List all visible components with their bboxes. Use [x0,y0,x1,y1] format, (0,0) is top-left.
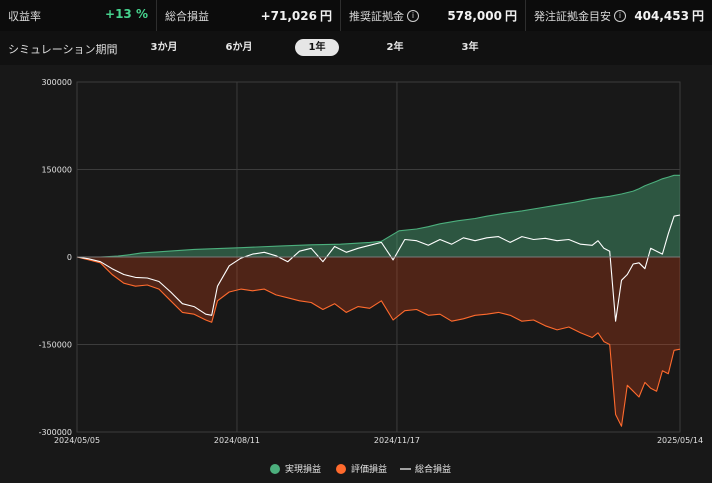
info-icon[interactable]: i [614,10,626,22]
stat-label: 収益率 [8,10,41,23]
series-line-総合損益 [76,214,681,322]
stats-bar: 収益率 +13 % 総合損益 +71,026 円 推奨証拠金 i 578,000 円 … [0,0,712,31]
stat-label: 総合損益 [165,10,209,23]
period-1y-button[interactable]: 1年 [295,39,339,56]
period-6m-button[interactable]: 6か月 [225,42,253,53]
series-area-評価損益 [77,257,680,427]
x-tick-label: 2024/11/17 [374,436,420,445]
stat-value: +13 % [105,7,148,21]
simulation-period-label: シミュレーション期間 [8,43,118,56]
stat-label: 推奨証拠金 i [349,8,419,24]
y-tick-label: 150000 [41,166,72,175]
chart-areas [76,174,681,427]
period-3y-button[interactable]: 3年 [461,42,479,53]
x-tick-label: 2024/08/11 [214,436,260,445]
legend-marker [270,464,280,474]
y-tick-label: -150000 [39,341,72,350]
x-tick-label: 2025/05/14 [657,436,703,445]
legend-marker [336,464,346,474]
info-icon[interactable]: i [407,10,419,22]
stat-value: 578,000 円 [447,9,517,23]
stat-recommended-margin: 推奨証拠金 i 578,000 円 [341,0,526,31]
legend-label: 実現損益 [285,463,321,475]
x-tick-label: 2024/05/05 [54,436,100,445]
legend-label: 総合損益 [415,463,451,475]
stat-total-pl: 総合損益 +71,026 円 [157,0,341,31]
period-2y-button[interactable]: 2年 [386,42,404,53]
stat-label: 発注証拠金目安 i [534,8,626,24]
y-tick-label: -300000 [39,428,72,437]
legend-label: 評価損益 [351,463,387,475]
period-3m-button[interactable]: 3か月 [150,42,178,53]
x-axis: 2024/05/05 2024/08/11 2024/11/17 2025/05/14 [54,436,703,445]
series-line-実現損益 [77,174,680,258]
stat-value: +71,026 円 [260,9,332,23]
y-axis: 300000 150000 0 -150000 -300000 [39,78,72,437]
y-tick-label: 300000 [41,78,72,87]
series-line-評価損益 [76,256,681,427]
stat-order-margin: 発注証拠金目安 i 404,453 円 [526,0,712,31]
stat-return-rate: 収益率 +13 % [0,0,157,31]
simulation-period-bar: シミュレーション期間 3か月 6か月 1年 2年 3年 [0,31,712,65]
series-area-実現損益 [77,175,680,257]
chart-legend: 実現損益 評価損益 総合損益 [270,463,451,475]
y-tick-label: 0 [67,253,72,262]
stat-value: 404,453 円 [634,9,704,23]
